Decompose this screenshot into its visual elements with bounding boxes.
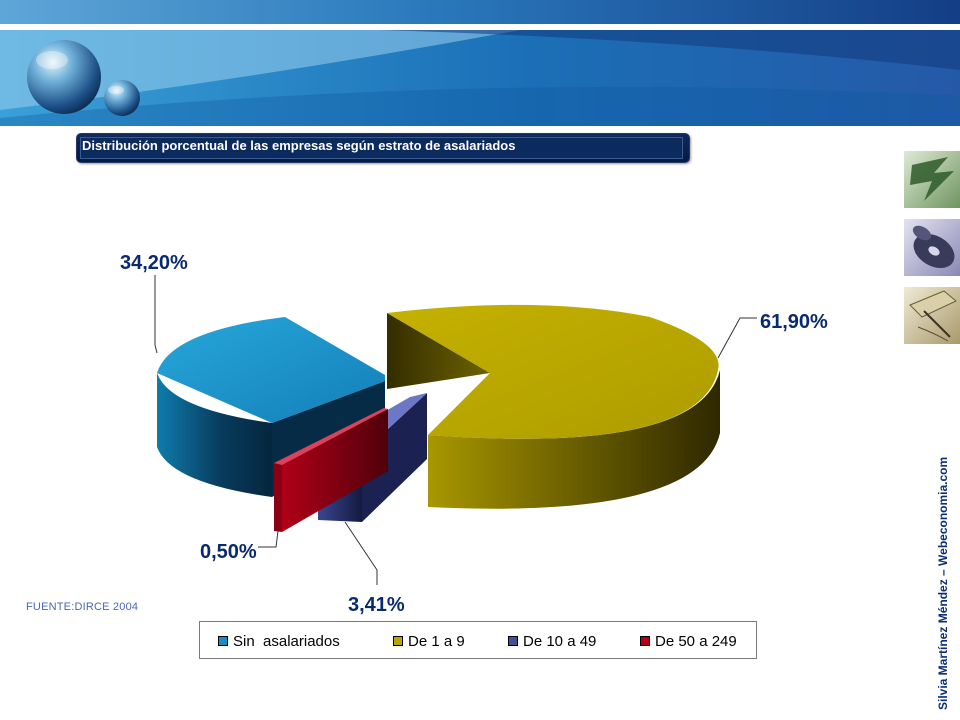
green-abstract-thumbnail	[904, 151, 960, 208]
legend-item-de-1-a-9: De 1 a 9	[393, 632, 465, 650]
legend-swatch	[508, 636, 518, 646]
legend-label: De 1 a 9	[408, 632, 465, 650]
globe-logo-icon	[27, 40, 140, 116]
author-credit: Silvia Martínez Méndez – Webeconomia.com	[936, 456, 950, 710]
source-note: FUENTE:DIRCE 2004	[26, 601, 139, 613]
slice-de-50-a-249	[274, 408, 388, 532]
legend-swatch	[640, 636, 650, 646]
legend-swatch	[393, 636, 403, 646]
leader-line-sin-asalariados	[154, 275, 158, 354]
data-label-de-10-a-49: 3,41%	[348, 594, 405, 616]
pen-document-thumbnail	[904, 287, 960, 344]
leader-line-de-50-a-249	[258, 530, 279, 548]
legend-label: De 10 a 49	[523, 632, 597, 650]
data-label-de-50-a-249: 0,50%	[200, 541, 257, 563]
chart-title-bar: Distribución porcentual de las empresas …	[76, 133, 690, 163]
legend-label: De 50 a 249	[655, 632, 737, 650]
legend-item-de-10-a-49: De 10 a 49	[508, 632, 596, 650]
pie-chart: 34,20% 61,90% 0,50% 3,41%	[120, 252, 828, 616]
cd-disc-thumbnail	[904, 219, 960, 276]
legend-label: Sin asalariados	[233, 632, 340, 650]
data-label-sin-asalariados: 34,20%	[120, 252, 188, 274]
slice-de-1-a-9	[387, 304, 720, 509]
leader-line-de-10-a-49	[344, 521, 378, 585]
legend-item-de-50-a-249: De 50 a 249	[640, 632, 737, 650]
legend-item-sin-asalariados: Sin asalariados	[218, 632, 340, 650]
leader-line-de-1-a-9	[717, 317, 757, 359]
legend-swatch	[218, 636, 228, 646]
data-label-de-1-a-9: 61,90%	[760, 311, 828, 333]
chart-title: Distribución porcentual de las empresas …	[82, 138, 516, 153]
slide-header-banner	[0, 0, 960, 135]
chart-legend: Sin asalariados De 1 a 9 De 10 a 49 De 5…	[199, 621, 757, 659]
